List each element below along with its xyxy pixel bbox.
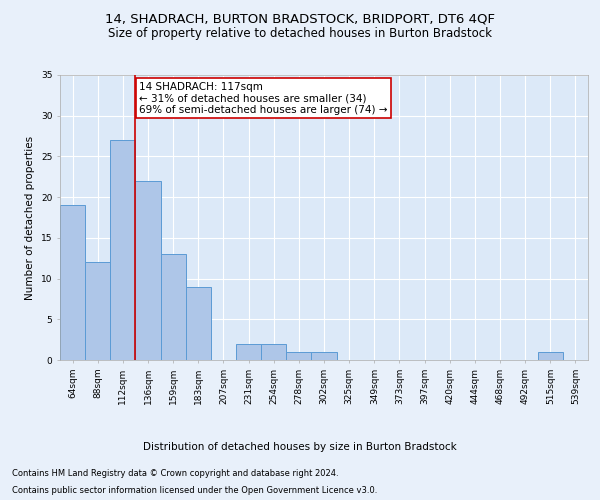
Text: Contains public sector information licensed under the Open Government Licence v3: Contains public sector information licen… xyxy=(12,486,377,495)
Bar xyxy=(60,206,85,360)
Bar xyxy=(261,344,286,360)
Text: Contains HM Land Registry data © Crown copyright and database right 2024.: Contains HM Land Registry data © Crown c… xyxy=(12,468,338,477)
Bar xyxy=(110,140,136,360)
Y-axis label: Number of detached properties: Number of detached properties xyxy=(25,136,35,300)
Bar xyxy=(161,254,186,360)
Text: Size of property relative to detached houses in Burton Bradstock: Size of property relative to detached ho… xyxy=(108,28,492,40)
Bar xyxy=(236,344,261,360)
Bar xyxy=(136,181,161,360)
Bar xyxy=(85,262,110,360)
Bar xyxy=(286,352,311,360)
Text: 14, SHADRACH, BURTON BRADSTOCK, BRIDPORT, DT6 4QF: 14, SHADRACH, BURTON BRADSTOCK, BRIDPORT… xyxy=(105,12,495,26)
Bar xyxy=(311,352,337,360)
Bar xyxy=(538,352,563,360)
Text: 14 SHADRACH: 117sqm
← 31% of detached houses are smaller (34)
69% of semi-detach: 14 SHADRACH: 117sqm ← 31% of detached ho… xyxy=(139,82,388,114)
Text: Distribution of detached houses by size in Burton Bradstock: Distribution of detached houses by size … xyxy=(143,442,457,452)
Bar xyxy=(186,286,211,360)
